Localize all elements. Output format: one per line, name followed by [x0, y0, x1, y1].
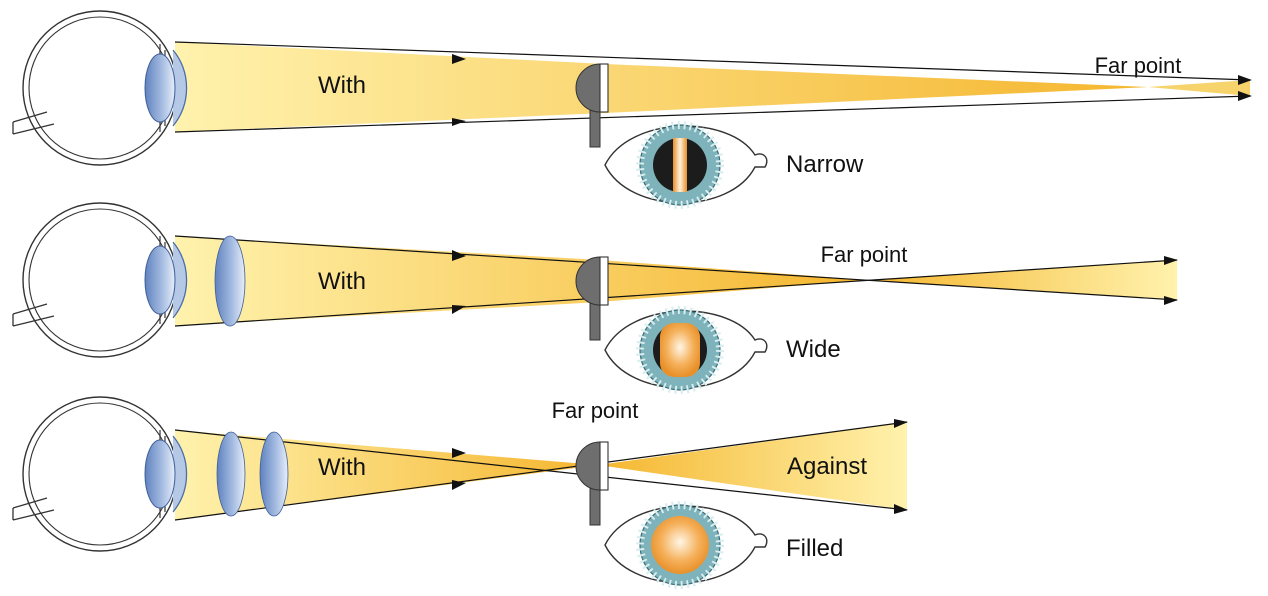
beam-label: With	[318, 268, 366, 295]
beam-beyond-far-point	[866, 260, 1177, 300]
arrow-icon	[1164, 296, 1178, 305]
beam-label: With	[318, 454, 366, 481]
arrow-icon	[1238, 91, 1252, 101]
trial-lens-icon	[214, 235, 246, 327]
ray-lower	[174, 95, 1251, 133]
ray-upper	[174, 235, 1178, 301]
pupil-reflex-wide	[605, 310, 767, 390]
far-point-label: Far point	[552, 398, 639, 423]
arrow-icon	[1238, 75, 1252, 85]
beam-converging	[175, 42, 1148, 132]
retinoscope-peephole-icon	[575, 441, 609, 526]
far-point-label: Far point	[1095, 53, 1182, 78]
trial-lens-icon	[216, 431, 246, 517]
arrow-icon	[894, 504, 908, 514]
patient-eye-icon	[12, 396, 188, 552]
arrow-icon	[452, 250, 466, 261]
pupil	[651, 516, 709, 574]
reflex-band	[660, 323, 700, 377]
reflex-label: Narrow	[786, 151, 864, 178]
panel-2: With Far point Wide	[12, 202, 1178, 390]
arrow-icon	[452, 305, 466, 314]
pupil-reflex-filled	[605, 505, 767, 585]
against-label: Against	[787, 453, 867, 480]
panel-1: With Far point Narrow	[12, 10, 1252, 205]
reflex-label: Filled	[786, 535, 843, 562]
patient-eye-icon	[12, 202, 188, 358]
arrow-icon	[452, 54, 466, 64]
trial-lens-icon	[259, 431, 289, 517]
arrow-icon	[452, 118, 466, 126]
far-point-label: Far point	[821, 242, 908, 267]
arrow-icon	[1164, 256, 1178, 265]
patient-eye-icon	[12, 10, 188, 166]
arrow-icon	[452, 448, 466, 458]
pupil-reflex-narrow	[605, 125, 767, 205]
beam-beyond-far-point	[1148, 80, 1250, 96]
panel-3: With Far point Against Filled	[12, 396, 908, 585]
ray-upper	[174, 41, 1251, 81]
reflex-label: Wide	[786, 336, 841, 363]
reflex-band	[673, 138, 687, 192]
beam-converging	[175, 236, 866, 326]
ray-upper	[174, 429, 908, 511]
beam-beyond-far-point	[598, 422, 907, 510]
arrow-icon	[452, 480, 466, 490]
arrow-icon	[894, 419, 908, 428]
ray-lower	[174, 259, 1178, 327]
ray-lower	[174, 421, 908, 521]
beam-label: With	[318, 72, 366, 99]
